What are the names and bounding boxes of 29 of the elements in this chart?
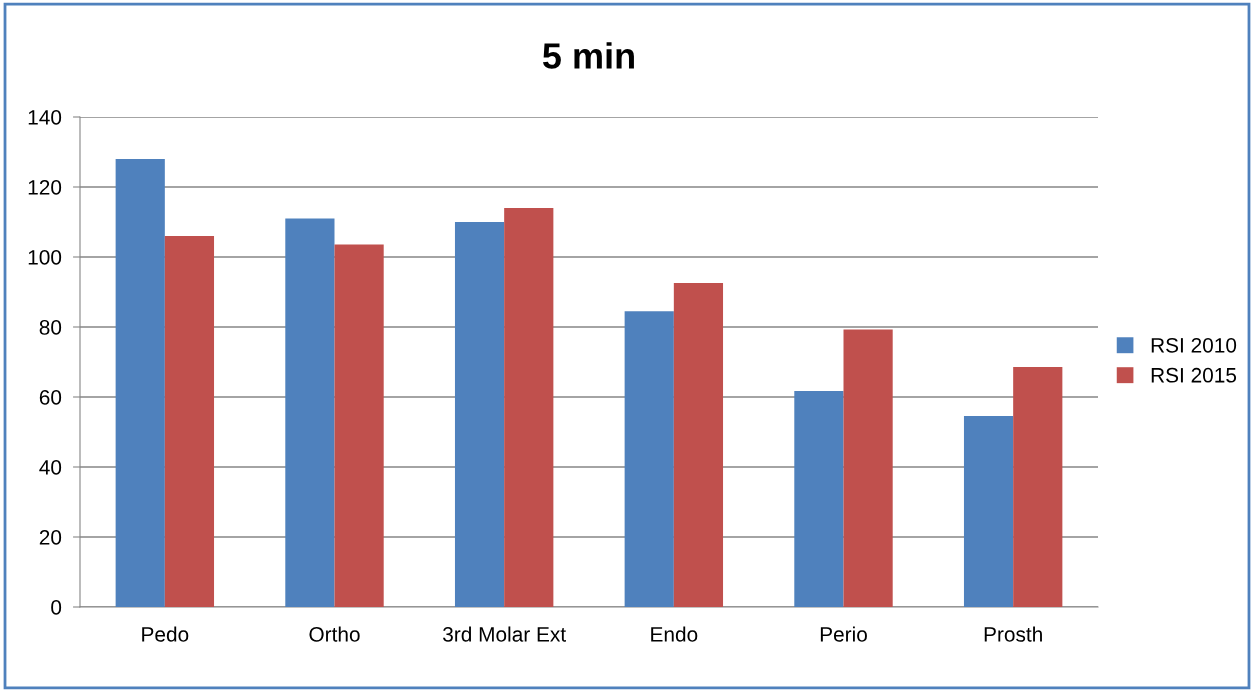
x-tick-label: 3rd Molar Ext	[443, 626, 566, 642]
chart-title: 5 min	[542, 42, 634, 69]
x-tick-label: Endo	[651, 626, 698, 642]
bar	[115, 159, 165, 607]
x-tick-label: Pedo	[142, 626, 189, 642]
y-tick-label: 80	[39, 320, 62, 335]
x-tick-label: Ortho	[309, 626, 360, 642]
x-tick-label: Perio	[820, 626, 867, 642]
bar	[624, 311, 674, 607]
bar	[285, 218, 335, 607]
bar	[334, 244, 384, 607]
y-tick-label: 20	[39, 530, 62, 545]
bar	[673, 282, 724, 607]
bar	[794, 391, 844, 607]
bar	[1013, 366, 1063, 607]
y-tick-label: 100	[28, 250, 62, 265]
bar	[843, 329, 893, 607]
y-tick-label: 40	[39, 460, 62, 475]
bar	[454, 222, 505, 607]
bar	[963, 415, 1014, 607]
x-tick-label: Prosth	[984, 626, 1042, 642]
legend-label: RSI 2010	[1151, 337, 1237, 353]
y-tick-label: 0	[51, 600, 62, 615]
y-tick-label: 60	[39, 390, 62, 405]
y-tick-label: 120	[28, 180, 62, 195]
bar	[164, 236, 215, 607]
bar	[504, 208, 554, 607]
legend-label: RSI 2015	[1151, 367, 1237, 383]
y-tick-label: 140	[28, 110, 62, 125]
